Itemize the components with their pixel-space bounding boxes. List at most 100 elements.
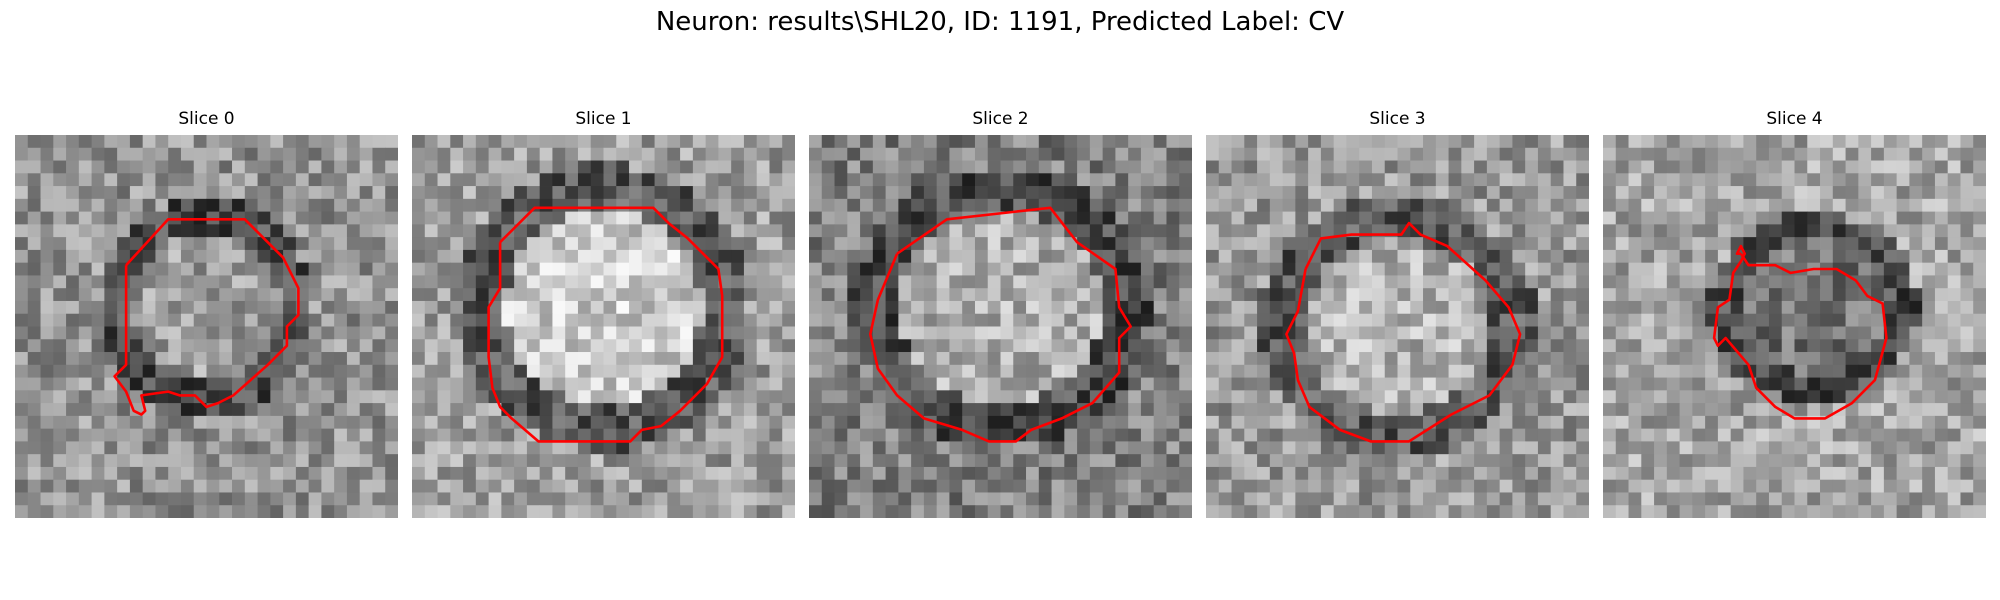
image-pixel <box>334 211 348 225</box>
image-pixel <box>1359 454 1373 468</box>
image-pixel <box>1743 428 1757 442</box>
image-pixel <box>1781 390 1795 404</box>
image-pixel <box>1308 288 1322 302</box>
image-pixel <box>514 415 528 430</box>
image-pixel <box>1615 390 1629 404</box>
image-pixel <box>1218 492 1232 506</box>
slice-panel-0: Slice 0 <box>15 108 398 518</box>
image-pixel <box>1000 147 1014 161</box>
image-pixel <box>1474 135 1488 149</box>
image-pixel <box>1973 466 1986 481</box>
image-pixel <box>1845 211 1859 225</box>
image-pixel <box>1934 403 1949 417</box>
image-pixel <box>1883 428 1898 442</box>
image-pixel <box>1153 326 1167 340</box>
image-pixel <box>1641 428 1655 442</box>
image-pixel <box>104 326 118 340</box>
image-pixel <box>1140 479 1155 493</box>
image-pixel <box>974 186 989 200</box>
image-pixel <box>1525 479 1539 493</box>
image-pixel <box>1179 275 1192 289</box>
image-pixel <box>1679 352 1693 366</box>
image-pixel <box>1628 147 1642 161</box>
image-pixel <box>1679 441 1693 455</box>
image-pixel <box>180 147 195 161</box>
image-pixel <box>1603 300 1617 315</box>
image-pixel <box>1666 249 1680 264</box>
image-pixel <box>91 186 105 200</box>
image-pixel <box>372 428 386 442</box>
image-pixel <box>1371 173 1386 187</box>
image-pixel <box>270 505 284 518</box>
image-pixel <box>475 135 489 149</box>
image-pixel <box>1140 160 1155 174</box>
image-pixel <box>936 390 950 404</box>
image-pixel <box>450 492 464 506</box>
image-pixel <box>1333 505 1347 518</box>
image-pixel <box>1807 326 1821 340</box>
image-pixel <box>782 198 795 212</box>
image-pixel <box>756 352 770 366</box>
image-pixel <box>1128 415 1142 430</box>
image-pixel <box>769 352 783 366</box>
image-pixel <box>718 262 732 276</box>
image-pixel <box>1244 390 1258 404</box>
image-pixel <box>1206 390 1220 404</box>
image-pixel <box>1896 390 1910 404</box>
image-pixel <box>1768 313 1783 327</box>
image-pixel <box>1717 211 1732 225</box>
image-pixel <box>1550 466 1564 481</box>
image-pixel <box>1922 454 1936 468</box>
image-pixel <box>1051 390 1065 404</box>
image-pixel <box>1013 364 1027 378</box>
image-pixel <box>692 186 707 200</box>
image-pixel <box>1474 428 1488 442</box>
image-pixel <box>1922 160 1936 174</box>
image-pixel <box>1794 377 1808 391</box>
image-pixel <box>974 147 989 161</box>
image-pixel <box>821 173 835 187</box>
image-pixel <box>641 262 655 276</box>
image-pixel <box>475 198 489 212</box>
image-pixel <box>129 479 144 493</box>
image-pixel <box>718 249 732 264</box>
image-pixel <box>885 186 899 200</box>
image-pixel <box>1794 211 1808 225</box>
image-pixel <box>1960 403 1974 417</box>
image-pixel <box>860 415 874 430</box>
image-pixel <box>1206 262 1220 276</box>
image-pixel <box>1525 249 1539 264</box>
image-pixel <box>437 237 451 251</box>
image-pixel <box>1730 300 1744 315</box>
image-pixel <box>1295 135 1309 149</box>
image-pixel <box>1128 147 1142 161</box>
image-pixel <box>1563 262 1577 276</box>
image-pixel <box>1832 237 1846 251</box>
image-pixel <box>1308 339 1322 353</box>
image-pixel <box>321 288 335 302</box>
image-pixel <box>539 135 553 149</box>
image-pixel <box>718 198 732 212</box>
image-pixel <box>1654 275 1668 289</box>
image-pixel <box>1909 326 1923 340</box>
image-pixel <box>1883 479 1898 493</box>
image-pixel <box>372 313 386 327</box>
image-pixel <box>1756 173 1770 187</box>
image-pixel <box>1845 352 1859 366</box>
image-pixel <box>616 339 630 353</box>
image-pixel <box>1845 454 1859 468</box>
image-pixel <box>424 237 438 251</box>
image-pixel <box>731 377 745 391</box>
image-pixel <box>1435 390 1449 404</box>
image-pixel <box>1832 466 1846 481</box>
image-pixel <box>1435 186 1449 200</box>
image-pixel <box>1038 428 1052 442</box>
image-pixel <box>1603 160 1617 174</box>
image-pixel <box>936 147 950 161</box>
image-pixel <box>1550 390 1564 404</box>
image-pixel <box>1308 428 1322 442</box>
image-pixel <box>847 492 861 506</box>
image-pixel <box>1641 364 1655 378</box>
image-pixel <box>1077 454 1091 468</box>
slice-panel-4: Slice 4 <box>1603 108 1986 518</box>
